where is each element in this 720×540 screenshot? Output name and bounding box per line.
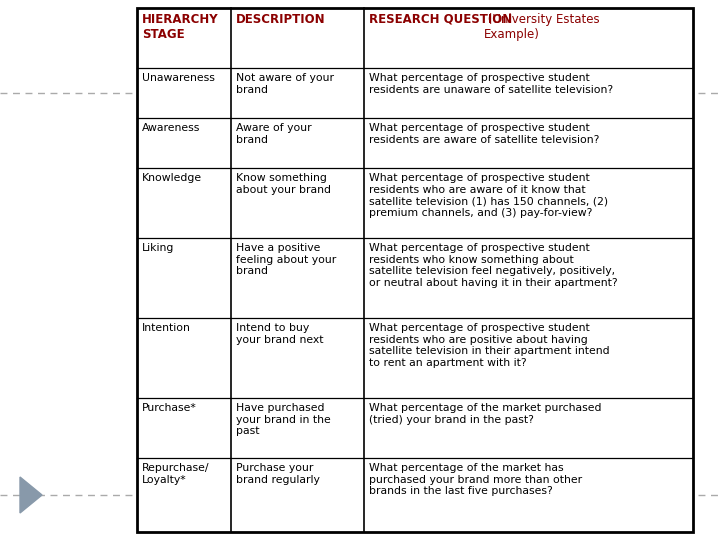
- Text: Have purchased
your brand in the
past: Have purchased your brand in the past: [236, 403, 330, 436]
- Text: What percentage of prospective student
residents are aware of satellite televisi: What percentage of prospective student r…: [369, 123, 599, 145]
- Text: Have a positive
feeling about your
brand: Have a positive feeling about your brand: [236, 243, 336, 276]
- Text: Knowledge: Knowledge: [142, 173, 202, 183]
- Text: Repurchase/
Loyalty*: Repurchase/ Loyalty*: [142, 463, 210, 484]
- Text: Intention: Intention: [142, 323, 191, 333]
- Text: Awareness: Awareness: [142, 123, 200, 133]
- Text: What percentage of prospective student
residents who are positive about having
s: What percentage of prospective student r…: [369, 323, 610, 368]
- Text: What percentage of prospective student
residents who know something about
satell: What percentage of prospective student r…: [369, 243, 618, 288]
- Text: Unawareness: Unawareness: [142, 73, 215, 83]
- Text: Aware of your
brand: Aware of your brand: [236, 123, 312, 145]
- Text: Know something
about your brand: Know something about your brand: [236, 173, 331, 194]
- Text: Purchase your
brand regularly: Purchase your brand regularly: [236, 463, 320, 484]
- Text: What percentage of prospective student
residents are unaware of satellite televi: What percentage of prospective student r…: [369, 73, 613, 94]
- Text: What percentage of the market has
purchased your brand more than other
brands in: What percentage of the market has purcha…: [369, 463, 582, 496]
- Text: Not aware of your
brand: Not aware of your brand: [236, 73, 334, 94]
- Text: RESEARCH QUESTION: RESEARCH QUESTION: [369, 13, 512, 26]
- Text: DESCRIPTION: DESCRIPTION: [236, 13, 325, 26]
- Text: What percentage of prospective student
residents who are aware of it know that
s: What percentage of prospective student r…: [369, 173, 608, 218]
- Text: Liking: Liking: [142, 243, 174, 253]
- Text: (University Estates
Example): (University Estates Example): [484, 13, 600, 41]
- Text: Purchase*: Purchase*: [142, 403, 197, 413]
- Bar: [137, 8, 693, 532]
- Polygon shape: [20, 477, 42, 513]
- Text: HIERARCHY
STAGE: HIERARCHY STAGE: [142, 13, 219, 41]
- Text: Intend to buy
your brand next: Intend to buy your brand next: [236, 323, 323, 345]
- Text: What percentage of the market purchased
(tried) your brand in the past?: What percentage of the market purchased …: [369, 403, 601, 424]
